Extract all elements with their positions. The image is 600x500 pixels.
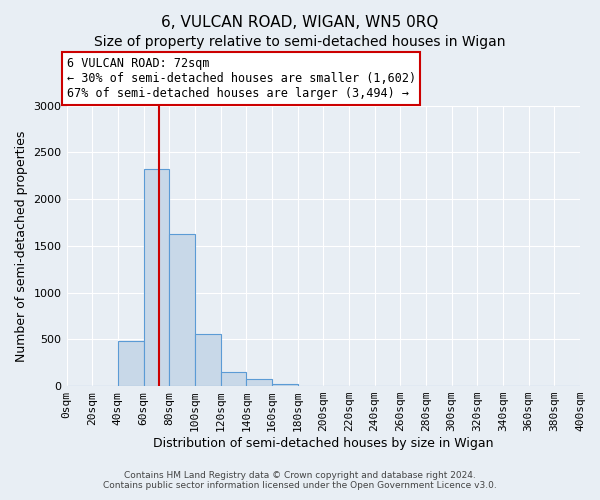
X-axis label: Distribution of semi-detached houses by size in Wigan: Distribution of semi-detached houses by …	[153, 437, 494, 450]
Text: Contains HM Land Registry data © Crown copyright and database right 2024.
Contai: Contains HM Land Registry data © Crown c…	[103, 470, 497, 490]
Bar	[246, 379, 272, 386]
Text: 6, VULCAN ROAD, WIGAN, WN5 0RQ: 6, VULCAN ROAD, WIGAN, WN5 0RQ	[161, 15, 439, 30]
Bar	[118, 341, 143, 386]
Bar	[195, 334, 221, 386]
Text: Size of property relative to semi-detached houses in Wigan: Size of property relative to semi-detach…	[94, 35, 506, 49]
Bar	[272, 384, 298, 386]
Bar	[143, 170, 169, 386]
Y-axis label: Number of semi-detached properties: Number of semi-detached properties	[15, 130, 28, 362]
Text: 6 VULCAN ROAD: 72sqm
← 30% of semi-detached houses are smaller (1,602)
67% of se: 6 VULCAN ROAD: 72sqm ← 30% of semi-detac…	[67, 57, 416, 100]
Bar	[221, 372, 246, 386]
Bar	[169, 234, 195, 386]
